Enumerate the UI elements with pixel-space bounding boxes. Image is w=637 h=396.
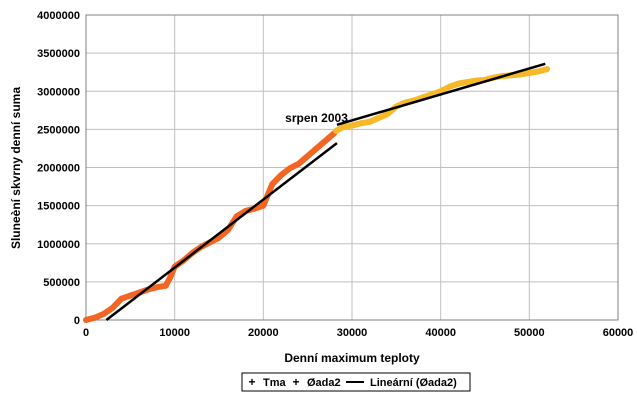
x-tick-label: 0	[83, 327, 89, 339]
legend-label-rada2: Øada2	[307, 377, 341, 389]
data-point	[91, 314, 98, 321]
data-point	[83, 317, 89, 323]
legend-marker-rada2: +	[292, 375, 299, 389]
data-point	[455, 80, 462, 87]
y-tick-label: 2000000	[37, 163, 80, 175]
y-tick-label: 2500000	[37, 124, 80, 136]
x-tick-label: 10000	[159, 327, 190, 339]
legend-label-trend: Lineární (Øada2)	[370, 377, 457, 389]
legend-marker-tma: +	[248, 375, 255, 389]
data-point	[304, 153, 311, 160]
data-point	[260, 202, 267, 209]
x-tick-label: 30000	[337, 327, 368, 339]
legend-label-tma: Tma	[263, 377, 287, 389]
plot-area	[85, 14, 619, 321]
trendline-segment	[336, 62, 546, 126]
data-point	[333, 127, 340, 134]
data-point	[167, 274, 174, 281]
y-tick-label: 4000000	[37, 10, 80, 22]
legend: + Tma + Øada2 Lineární (Øada2)	[241, 372, 471, 392]
annotation-srpen-2003: srpen 2003	[285, 111, 348, 125]
x-tick-label: 50000	[514, 327, 545, 339]
data-point	[295, 160, 302, 167]
data-point	[100, 310, 107, 317]
x-tick-label: 20000	[248, 327, 279, 339]
data-point	[473, 77, 480, 84]
series-tma	[83, 130, 338, 323]
y-tick-label: 500000	[43, 277, 80, 289]
data-point	[535, 68, 542, 75]
data-point	[340, 124, 347, 131]
y-tick-label: 3000000	[37, 86, 80, 98]
x-tick-label: 40000	[425, 327, 456, 339]
trendline-layer	[105, 62, 546, 321]
y-tick-label: 3500000	[37, 48, 80, 60]
data-point	[349, 122, 355, 129]
data-point	[384, 111, 391, 118]
tick-labels: 0 10000 20000 30000 40000 50000 60000 0 500000 10…	[37, 10, 633, 339]
data-point	[375, 114, 382, 121]
data-point	[162, 282, 169, 289]
data-point	[446, 83, 453, 90]
y-tick-label: 1500000	[37, 201, 80, 213]
data-point	[526, 69, 533, 76]
data-point	[127, 292, 134, 299]
data-point	[357, 120, 364, 127]
series-rada2	[333, 66, 551, 134]
trendline-segment	[105, 142, 338, 321]
data-point	[322, 137, 329, 144]
x-tick-label: 60000	[603, 327, 634, 339]
grid	[85, 14, 619, 321]
data-point	[233, 213, 240, 220]
data-point	[544, 66, 551, 73]
series-band	[83, 130, 338, 323]
data-point	[313, 145, 320, 152]
data-point	[109, 304, 116, 311]
y-axis-title: Sluneèní skvrny denní suma	[9, 87, 23, 249]
data-point	[366, 118, 373, 125]
data-point	[464, 79, 471, 86]
data-point	[278, 172, 285, 179]
y-tick-label: 0	[74, 315, 80, 327]
data-point	[269, 181, 276, 188]
data-point	[286, 165, 293, 172]
y-tick-label: 1000000	[37, 239, 80, 251]
data-point	[118, 295, 125, 302]
data-point	[216, 234, 222, 241]
x-axis-title: Denní maximum teploty	[284, 351, 420, 365]
data-point	[517, 71, 524, 78]
data-point	[153, 284, 160, 291]
